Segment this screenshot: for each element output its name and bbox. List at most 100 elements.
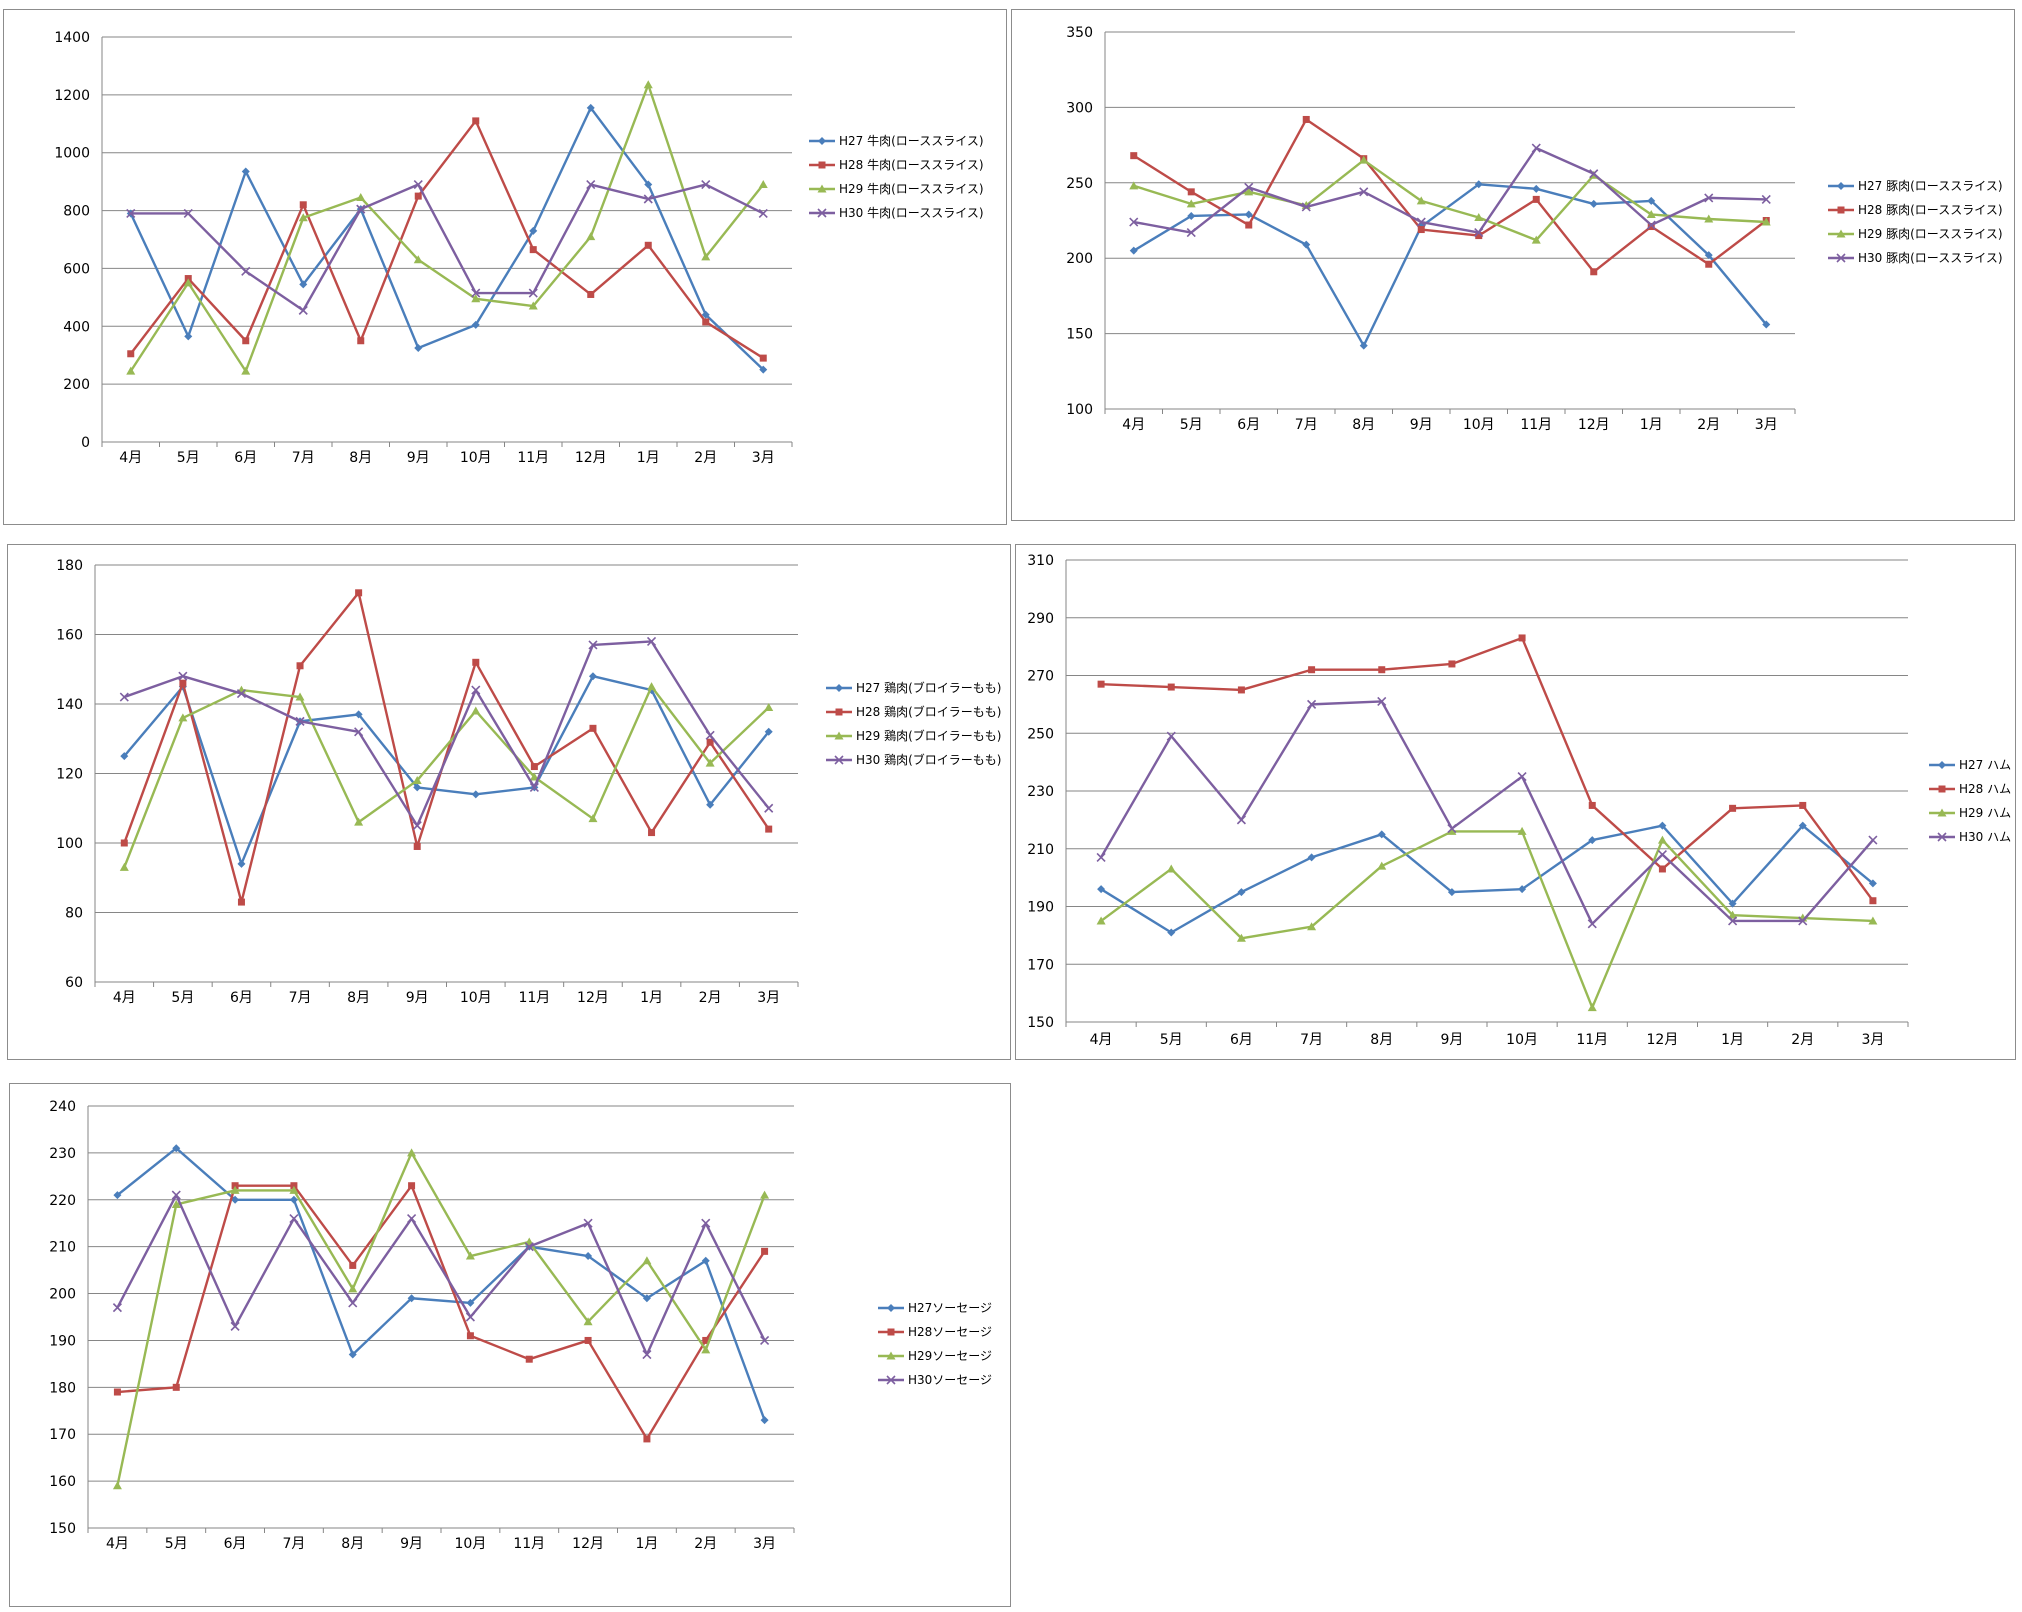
legend-entry: H29 鶏肉(ブロイラーもも) [826, 728, 1001, 743]
y-tick-label: 160 [56, 628, 83, 644]
y-tick-label: 290 [1027, 611, 1054, 627]
data-point [414, 343, 423, 352]
y-tick-label: 60 [65, 975, 83, 991]
legend-marker [834, 731, 844, 740]
data-point [1531, 235, 1541, 244]
data-point [1096, 852, 1106, 862]
x-tick-label: 3月 [1755, 417, 1778, 433]
series-line [116, 1151, 766, 1487]
data-point [1378, 666, 1386, 674]
data-point [472, 658, 480, 666]
data-point [529, 772, 539, 781]
data-point [701, 252, 711, 261]
x-tick-label: 12月 [577, 990, 609, 1006]
data-point [183, 278, 193, 287]
legend-marker [1937, 832, 1947, 842]
x-tick-label: 8月 [341, 1536, 364, 1552]
data-point [237, 898, 245, 906]
data-point [759, 354, 767, 362]
legend-marker [887, 1328, 895, 1336]
data-point [1167, 683, 1175, 691]
data-point [764, 803, 774, 813]
legend-entry: H29 ハム [1929, 806, 2011, 820]
data-point [1302, 240, 1311, 249]
legend-marker [887, 1304, 895, 1312]
legend-marker [835, 708, 843, 716]
data-point [413, 255, 423, 264]
x-tick-label: 9月 [400, 1536, 423, 1552]
sausage-chart: 150 160 170 180 190 200 210 220 230 240 4月 5月 6月 7月 8月… [49, 1099, 992, 1552]
data-point [1237, 888, 1246, 897]
series-line [123, 685, 770, 868]
data-point [1308, 666, 1316, 674]
x-tick-label: 4月 [1090, 1032, 1113, 1048]
data-point [357, 337, 365, 345]
data-point [120, 839, 128, 847]
sausage-chart-panel: 150 160 170 180 190 200 210 220 230 240 4月 5月 6月 7月 8月… [9, 1083, 1011, 1607]
x-tick-label: 12月 [572, 1536, 604, 1552]
data-point [584, 1252, 593, 1261]
data-point [1167, 928, 1176, 937]
data-point [647, 682, 657, 691]
data-point [298, 305, 308, 315]
gridlines [88, 1105, 794, 1529]
data-point [356, 193, 366, 202]
series-2 [113, 1182, 769, 1443]
legend-label: H29 牛肉(ローススライス) [839, 181, 984, 196]
series-2 [120, 589, 773, 906]
data-point [348, 1298, 358, 1308]
pork-chart: 100 150 200 250 300 350 4月 5月 6月 7月 8月 9月 10月 11月 12月 1… [1066, 25, 2003, 433]
data-point [172, 1144, 181, 1153]
data-point [1301, 202, 1311, 212]
data-point [705, 758, 715, 767]
data-point [760, 1335, 770, 1346]
data-point [1474, 180, 1483, 189]
data-point [1704, 214, 1714, 223]
data-point [758, 208, 768, 219]
series-line [123, 591, 770, 904]
data-point [642, 1349, 652, 1360]
data-point [643, 1435, 651, 1443]
data-point [646, 636, 657, 647]
data-point [643, 80, 653, 89]
data-point [1761, 217, 1771, 226]
data-point [183, 208, 193, 219]
series-line [1101, 636, 1874, 902]
legend-entry: H28 牛肉(ローススライス) [809, 157, 984, 172]
data-point [413, 842, 421, 850]
data-point [701, 310, 710, 319]
x-tick-label: 10月 [1463, 417, 1495, 433]
chicken-chart: 60 80 100 120 140 160 180 4月 5月 6月 7月 8月 9月 10月 11月 12月… [56, 558, 1001, 1006]
legend-label: H27 ハム [1959, 758, 2011, 772]
x-tick-label: 2月 [694, 450, 717, 466]
legend-label: H28 牛肉(ローススライス) [839, 157, 984, 172]
legend-marker [1938, 761, 1946, 769]
y-tick-label: 210 [49, 1240, 76, 1256]
data-point [644, 180, 653, 189]
legend-marker [1836, 229, 1846, 238]
data-point [1729, 804, 1737, 812]
series-3 [126, 80, 768, 375]
y-tick-label: 310 [1027, 553, 1054, 569]
legend-label: H27 鶏肉(ブロイラーもも) [856, 680, 1001, 695]
legend-entry: H30 鶏肉(ブロイラーもも) [826, 752, 1001, 767]
legend-marker [1836, 253, 1846, 263]
data-point [1307, 699, 1317, 709]
y-tick-label: 0 [81, 435, 90, 451]
legend-entry: H28ソーセージ [878, 1325, 992, 1339]
data-point [289, 1195, 298, 1204]
legend-entry: H30 豚肉(ローススライス) [1828, 251, 2003, 265]
x-tick-label: 7月 [1295, 417, 1318, 433]
x-tick-label: 2月 [1697, 417, 1720, 433]
series-4 [112, 1190, 770, 1360]
data-point [112, 1303, 122, 1313]
x-tick-label: 8月 [1370, 1032, 1393, 1048]
legend-entry: H29ソーセージ [878, 1349, 992, 1363]
legend-marker [835, 684, 843, 692]
legend-marker [886, 1351, 896, 1360]
data-point [299, 280, 308, 289]
data-point [760, 1416, 769, 1425]
legend-entry: H29 牛肉(ローススライス) [809, 181, 984, 196]
data-point [412, 775, 422, 784]
x-tick-label: 3月 [752, 450, 775, 466]
